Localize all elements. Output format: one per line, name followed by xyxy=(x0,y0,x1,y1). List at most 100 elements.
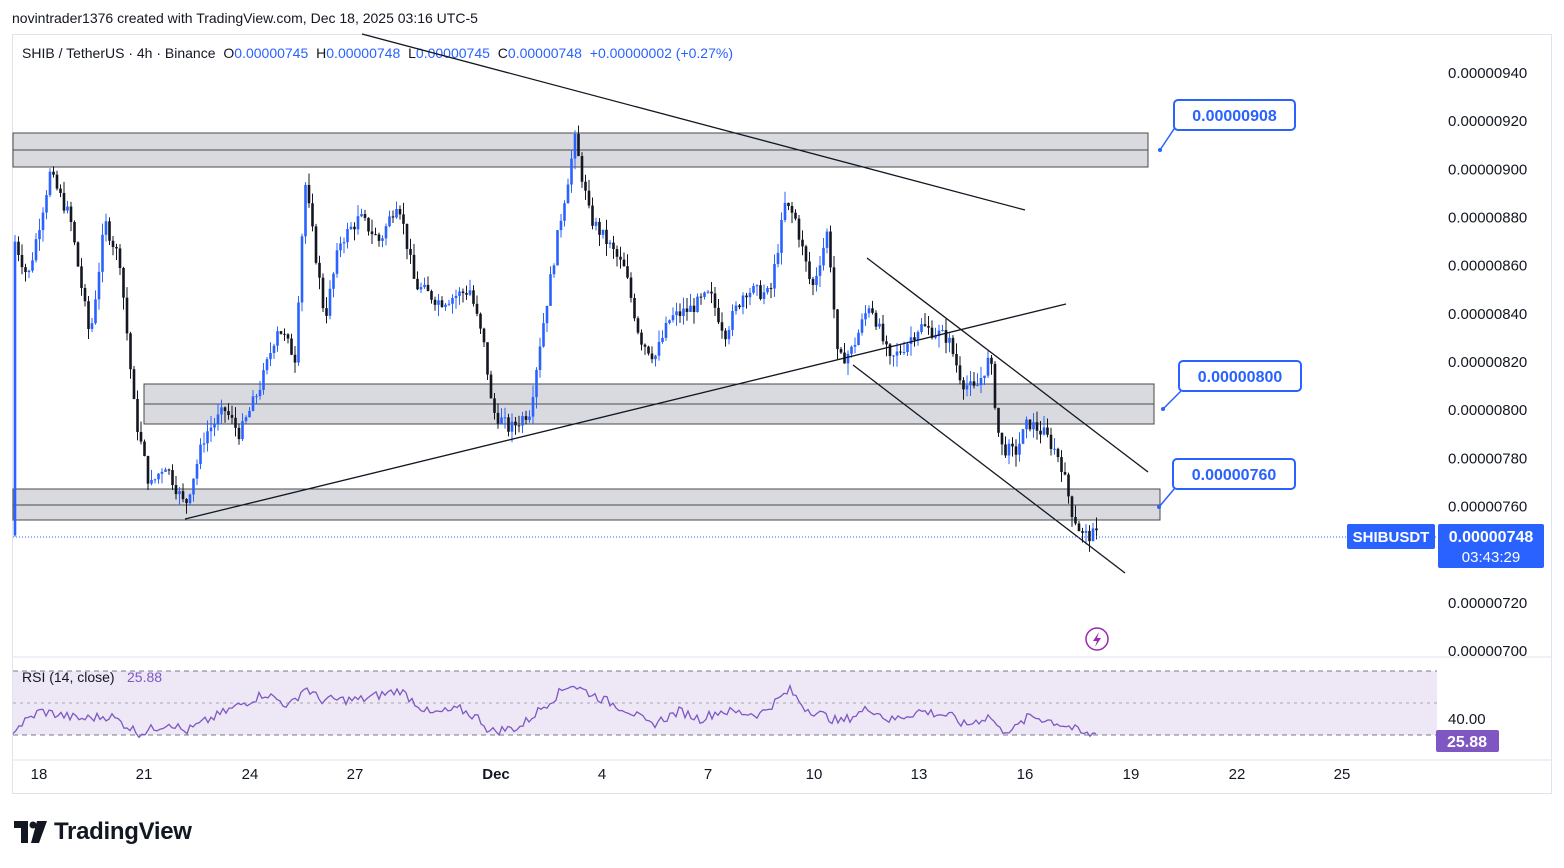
candle-body xyxy=(1011,443,1014,447)
candle-body xyxy=(447,303,451,305)
candle-body xyxy=(62,192,66,211)
candle-body xyxy=(899,351,902,353)
channel-lower-line[interactable] xyxy=(852,364,1126,574)
price-callout[interactable]: 0.00000760 xyxy=(1157,458,1296,509)
candle-body xyxy=(136,398,139,433)
candle-body xyxy=(636,318,640,333)
price-axis[interactable]: 0.00000940 0.00000920 0.00000900 0.00000880… xyxy=(1448,65,1527,660)
candle-body xyxy=(1021,429,1025,444)
candle-body xyxy=(76,242,80,267)
candle-body xyxy=(300,236,304,303)
candle-body xyxy=(1084,530,1088,533)
candle-body xyxy=(468,290,472,295)
candle-body xyxy=(283,333,286,335)
candle-body xyxy=(892,355,895,357)
candle-body xyxy=(605,229,608,245)
candle-body xyxy=(594,221,598,226)
candle-body xyxy=(83,288,87,302)
candle-body xyxy=(776,252,780,265)
time-tick-label: 22 xyxy=(1229,766,1246,783)
candle-body xyxy=(811,279,815,286)
candle-body xyxy=(1000,432,1004,445)
candle-body xyxy=(101,234,104,272)
channel-upper-line[interactable] xyxy=(866,257,1149,473)
candle-body xyxy=(906,344,909,353)
candle-body xyxy=(66,206,69,211)
time-tick-label: 13 xyxy=(911,766,928,783)
candle-body xyxy=(1018,443,1021,455)
candle-body xyxy=(521,416,524,426)
tradingview-logo-icon xyxy=(14,821,47,843)
candle-body xyxy=(363,214,367,218)
time-axis[interactable]: 18 21 24 27 Dec 4 7 10 13 16 19 22 25 xyxy=(31,766,1351,783)
candle-body xyxy=(265,359,269,371)
candle-body xyxy=(391,216,395,218)
candle-body xyxy=(1074,517,1077,524)
candle-body xyxy=(713,293,717,308)
candle-body xyxy=(451,298,454,304)
candle-body xyxy=(237,427,241,440)
candle-body xyxy=(689,305,692,312)
candle-body xyxy=(402,214,405,224)
candle-body xyxy=(139,432,143,442)
candle-body xyxy=(304,184,307,237)
candle-body xyxy=(832,267,836,310)
candle-body xyxy=(1060,457,1063,473)
candle-body xyxy=(31,260,34,271)
candle-body xyxy=(1014,446,1018,455)
candle-body xyxy=(563,203,566,221)
candle-body xyxy=(293,354,297,363)
candle-body xyxy=(440,300,444,307)
rsi-line[interactable] xyxy=(12,683,1097,739)
candle-body xyxy=(213,424,216,428)
rsi-label: RSI (14, close) xyxy=(22,669,115,685)
candle-body xyxy=(195,464,199,479)
price-tick-label: 0.00000880 xyxy=(1448,210,1527,227)
candle-body xyxy=(174,485,178,495)
candle-body xyxy=(160,471,164,474)
candle-body xyxy=(272,345,276,354)
candle-body xyxy=(878,323,881,327)
candle-body xyxy=(692,305,696,312)
candle-body xyxy=(542,323,545,347)
candle-body xyxy=(342,242,346,244)
price-tick-label: 0.00000920 xyxy=(1448,113,1527,130)
price-callout[interactable]: 0.00000800 xyxy=(1161,360,1302,411)
tradingview-logo[interactable]: TradingView xyxy=(14,818,192,846)
candle-body xyxy=(73,222,76,243)
candle-body xyxy=(573,133,577,159)
candle-body xyxy=(927,325,930,328)
candle-body xyxy=(671,315,675,321)
price-callout[interactable]: 0.00000908 xyxy=(1158,99,1296,152)
candle-body xyxy=(13,241,17,536)
candle-body xyxy=(157,473,160,480)
candle-body xyxy=(244,417,248,422)
price-tick-label: 0.00000700 xyxy=(1448,643,1527,660)
rsi-value-tag xyxy=(1436,730,1499,752)
candle-body xyxy=(255,396,258,398)
candle-body xyxy=(783,202,787,221)
candle-body xyxy=(90,323,94,329)
callout-label: 0.00000908 xyxy=(1192,108,1277,125)
candle-body xyxy=(223,407,227,412)
time-tick-label: 19 xyxy=(1123,766,1140,783)
candle-body xyxy=(129,333,132,370)
candle-body xyxy=(444,304,447,307)
ascending-trendline[interactable] xyxy=(184,303,1067,520)
candle-body xyxy=(248,410,251,418)
candle-body xyxy=(902,352,906,354)
candle-body xyxy=(762,292,766,299)
candle-body xyxy=(979,377,983,386)
price-tick-label: 0.00000940 xyxy=(1448,65,1527,82)
candle-body xyxy=(374,234,377,236)
candle-body xyxy=(192,478,195,495)
rsi-axis-label: 40.00 xyxy=(1448,711,1486,728)
candle-body xyxy=(678,311,682,316)
candle-body xyxy=(727,329,731,340)
candle-body xyxy=(1007,443,1011,456)
last-price-tag: SHIBUSDT 0.00000748 03:43:29 xyxy=(1347,524,1544,568)
candle-body xyxy=(150,480,153,484)
flash-icon[interactable] xyxy=(1085,627,1109,651)
descending-trendline[interactable] xyxy=(361,33,1026,211)
